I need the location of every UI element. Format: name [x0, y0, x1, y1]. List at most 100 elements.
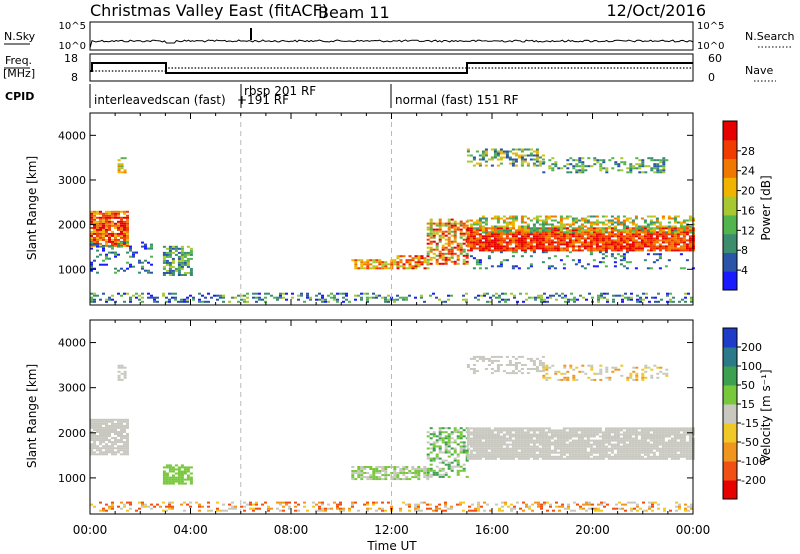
heatmap-cell — [622, 225, 626, 228]
heatmap-cell — [661, 439, 665, 442]
heatmap-cell — [526, 457, 530, 460]
heatmap-cell — [499, 247, 503, 250]
heatmap-cell — [459, 445, 463, 448]
heatmap-cell — [529, 437, 533, 440]
heatmap-cell — [520, 447, 524, 450]
heatmap-cell — [180, 466, 184, 469]
heatmap-cell — [276, 507, 279, 510]
heatmap-cell — [180, 476, 184, 479]
heatmap-cell — [583, 445, 587, 448]
heatmap-cell — [165, 480, 169, 483]
heatmap-cell — [420, 509, 423, 512]
heatmap-cell — [496, 150, 500, 153]
heatmap-cell — [577, 231, 581, 234]
heatmap-cell — [580, 223, 584, 226]
heatmap-cell — [655, 439, 659, 442]
heatmap-cell — [484, 449, 488, 452]
heatmap-cell — [387, 267, 391, 270]
heatmap-cell — [565, 255, 569, 258]
heatmap-cell — [523, 364, 527, 366]
heatmap-cell — [573, 501, 576, 504]
heatmap-cell — [628, 261, 632, 264]
heatmap-cell — [540, 503, 543, 506]
heatmap-cell — [129, 300, 132, 303]
heatmap-cell — [505, 154, 509, 157]
heatmap-cell — [105, 257, 108, 260]
heatmap-cell — [447, 228, 451, 231]
heatmap-cell — [481, 247, 485, 250]
heatmap-cell — [685, 231, 689, 234]
heatmap-cell — [631, 223, 635, 226]
heatmap-cell — [168, 269, 172, 272]
heatmap-cell — [501, 505, 504, 508]
heatmap-cell — [96, 232, 99, 235]
heatmap-cell — [279, 296, 282, 299]
heatmap-cell — [384, 296, 387, 299]
heatmap-cell — [484, 249, 488, 252]
heatmap-cell — [568, 243, 572, 246]
colorbar-tick-label: 12 — [741, 224, 755, 237]
heatmap-cell — [493, 370, 497, 373]
heatmap-cell — [604, 247, 608, 250]
heatmap-cell — [604, 227, 608, 230]
heatmap-cell — [165, 269, 169, 272]
heatmap-cell — [580, 437, 584, 440]
heatmap-cell — [186, 468, 190, 471]
heatmap-cell — [180, 298, 183, 301]
heatmap-cell — [511, 164, 515, 167]
heatmap-cell — [664, 241, 668, 244]
heatmap-cell — [523, 433, 527, 436]
heatmap-cell — [610, 239, 614, 242]
heatmap-cell — [495, 292, 498, 295]
heatmap-cell — [625, 451, 629, 454]
heatmap-cell — [490, 265, 494, 268]
heatmap-cell — [532, 249, 536, 252]
heatmap-cell — [441, 248, 445, 251]
heatmap-cell — [631, 227, 635, 230]
heatmap-cell — [357, 470, 361, 472]
heatmap-cell — [117, 505, 120, 508]
heatmap-cell — [111, 247, 114, 250]
heatmap-cell — [586, 229, 590, 232]
heatmap-cell — [547, 431, 551, 434]
heatmap-cell — [562, 437, 566, 440]
heatmap-cell — [114, 210, 117, 213]
heatmap-cell — [249, 507, 252, 510]
heatmap-cell — [592, 239, 596, 242]
heatmap-cell — [472, 445, 476, 448]
heatmap-cell — [652, 253, 656, 256]
heatmap-cell — [592, 221, 596, 224]
heatmap-cell — [655, 219, 659, 222]
heatmap-cell — [544, 453, 548, 456]
heatmap-cell — [545, 364, 549, 367]
y-tick-label: 1000 — [58, 263, 86, 276]
heatmap-cell — [117, 226, 120, 229]
heatmap-cell — [523, 215, 527, 218]
heatmap-cell — [174, 245, 178, 248]
heatmap-cell — [493, 148, 497, 151]
heatmap-cell — [628, 439, 632, 442]
heatmap-cell — [679, 221, 683, 224]
heatmap-cell — [438, 234, 442, 237]
heatmap-cell — [499, 431, 503, 434]
heatmap-cell — [556, 439, 560, 442]
heatmap-cell — [381, 509, 384, 512]
heatmap-cell — [581, 161, 585, 164]
heatmap-cell — [108, 232, 111, 235]
heatmap-cell — [653, 159, 657, 162]
heatmap-cell — [583, 455, 587, 458]
heatmap-cell — [520, 150, 524, 153]
heatmap-cell — [553, 215, 557, 218]
heatmap-cell — [544, 455, 548, 458]
heatmap-cell — [228, 507, 231, 510]
heatmap-cell — [466, 366, 470, 368]
heatmap-cell — [640, 431, 644, 434]
heatmap-cell — [487, 445, 491, 448]
heatmap-cell — [453, 457, 457, 460]
heatmap-cell — [619, 445, 623, 448]
heatmap-cell — [426, 250, 430, 253]
heatmap-cell — [510, 292, 513, 295]
heatmap-cell — [556, 249, 560, 252]
heatmap-cell — [685, 227, 689, 230]
heatmap-cell — [438, 503, 441, 506]
